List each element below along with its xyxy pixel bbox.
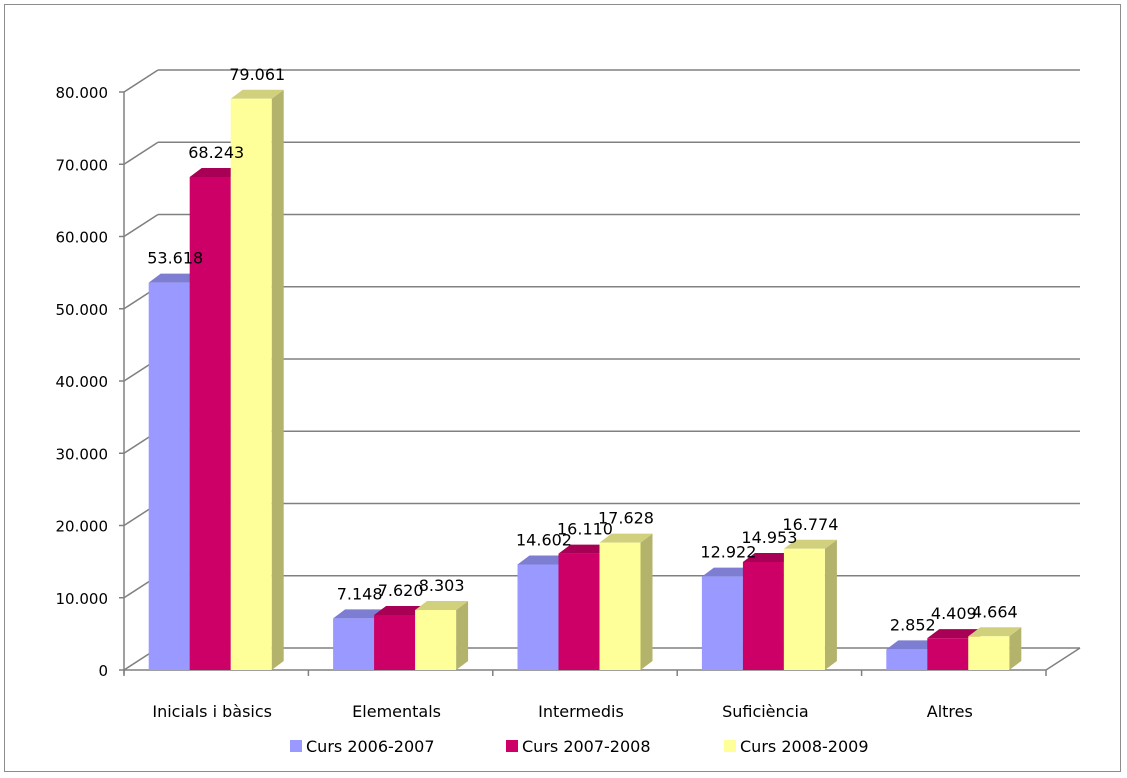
- bar-side: [271, 89, 284, 670]
- legend-swatch: [506, 740, 518, 752]
- gridline-depth: [123, 213, 159, 238]
- data-labels: 53.61868.24379.0617.1487.6208.30314.6021…: [147, 65, 1017, 635]
- y-tick-label: 80.000: [56, 84, 109, 102]
- bar-front: [517, 564, 559, 670]
- bar-front: [333, 618, 375, 670]
- gridline-depth: [123, 69, 159, 93]
- bar-front: [599, 542, 641, 670]
- data-label: 68.243: [188, 143, 244, 162]
- gridlines: [123, 69, 1081, 671]
- bar-front: [742, 561, 784, 670]
- bar-top: [415, 601, 469, 611]
- bar-front: [230, 98, 272, 670]
- bar-front: [148, 282, 190, 670]
- bar-front: [415, 610, 457, 670]
- data-label: 16.110: [557, 520, 613, 539]
- y-tick-label: 0: [98, 662, 108, 680]
- category-label: Inicials i bàsics: [152, 702, 272, 721]
- y-tick-label: 50.000: [56, 301, 109, 319]
- y-tick-label: 40.000: [56, 373, 109, 391]
- bar-top: [148, 273, 202, 283]
- bar-top: [783, 539, 837, 549]
- category-label: Suficiència: [722, 702, 809, 721]
- y-axis-ticks: 0 10.000 20.000 30.000 40.000 50.000 60.000 70.…: [56, 84, 124, 680]
- bar-front: [701, 576, 743, 670]
- category-label: Altres: [927, 702, 973, 721]
- bar-top: [333, 609, 387, 619]
- legend-swatch: [290, 740, 302, 752]
- data-label: 4.409: [931, 604, 977, 623]
- data-label: 79.061: [229, 65, 285, 84]
- legend-label: Curs 2006-2007: [306, 737, 435, 756]
- category-label: Intermedis: [538, 702, 624, 721]
- bar-front: [783, 548, 825, 670]
- bar-top: [230, 89, 284, 99]
- bar-front: [886, 649, 928, 670]
- bar-top: [558, 544, 612, 554]
- y-tick-label: 30.000: [56, 445, 109, 463]
- bar-side: [1009, 627, 1022, 670]
- bar-side: [456, 601, 469, 670]
- bar-front: [968, 636, 1010, 670]
- legend-label: Curs 2007-2008: [522, 737, 651, 756]
- bar-top: [374, 605, 428, 615]
- bar-front: [558, 553, 600, 670]
- data-label: 14.953: [741, 528, 797, 547]
- bar: [968, 627, 1022, 670]
- category-labels: Inicials i bàsics Elementals Intermedis Suf…: [152, 702, 972, 721]
- y-tick-label: 10.000: [56, 590, 109, 608]
- bar-top: [599, 533, 653, 543]
- bar-top: [701, 567, 755, 577]
- bar-side: [640, 533, 653, 670]
- bar: [415, 601, 469, 670]
- legend-swatch: [724, 740, 736, 752]
- data-label: 16.774: [782, 515, 838, 534]
- data-label: 14.602: [516, 531, 572, 550]
- floor-edge: [1045, 647, 1081, 671]
- bar-front: [189, 176, 231, 670]
- bar-top: [927, 629, 981, 639]
- bar: [599, 533, 653, 670]
- y-tick-label: 60.000: [56, 229, 109, 247]
- bar-top: [189, 167, 243, 177]
- bar-front: [374, 614, 416, 670]
- data-label: 8.303: [419, 576, 465, 595]
- y-tick-label: 20.000: [56, 518, 109, 536]
- data-label: 7.620: [378, 581, 424, 600]
- bar-top: [517, 555, 571, 565]
- data-label: 4.664: [972, 602, 1018, 621]
- bars: [148, 89, 1022, 670]
- data-label: 12.922: [700, 543, 756, 562]
- category-label: Elementals: [352, 702, 441, 721]
- bar: [783, 539, 837, 670]
- bar-top: [742, 552, 796, 562]
- bar-side: [824, 539, 837, 670]
- bar-top: [886, 640, 940, 650]
- data-label: 17.628: [598, 509, 654, 528]
- data-label: 53.618: [147, 249, 203, 268]
- y-tick-label: 70.000: [56, 156, 109, 174]
- data-label: 2.852: [890, 615, 936, 634]
- bar-front: [927, 638, 969, 670]
- gridline-depth: [123, 141, 159, 165]
- bar-top: [968, 627, 1022, 637]
- data-label: 7.148: [337, 584, 383, 603]
- legend-label: Curs 2008-2009: [740, 737, 869, 756]
- bar: [230, 89, 284, 670]
- legend: Curs 2006-2007 Curs 2007-2008 Curs 2008-20…: [290, 737, 869, 756]
